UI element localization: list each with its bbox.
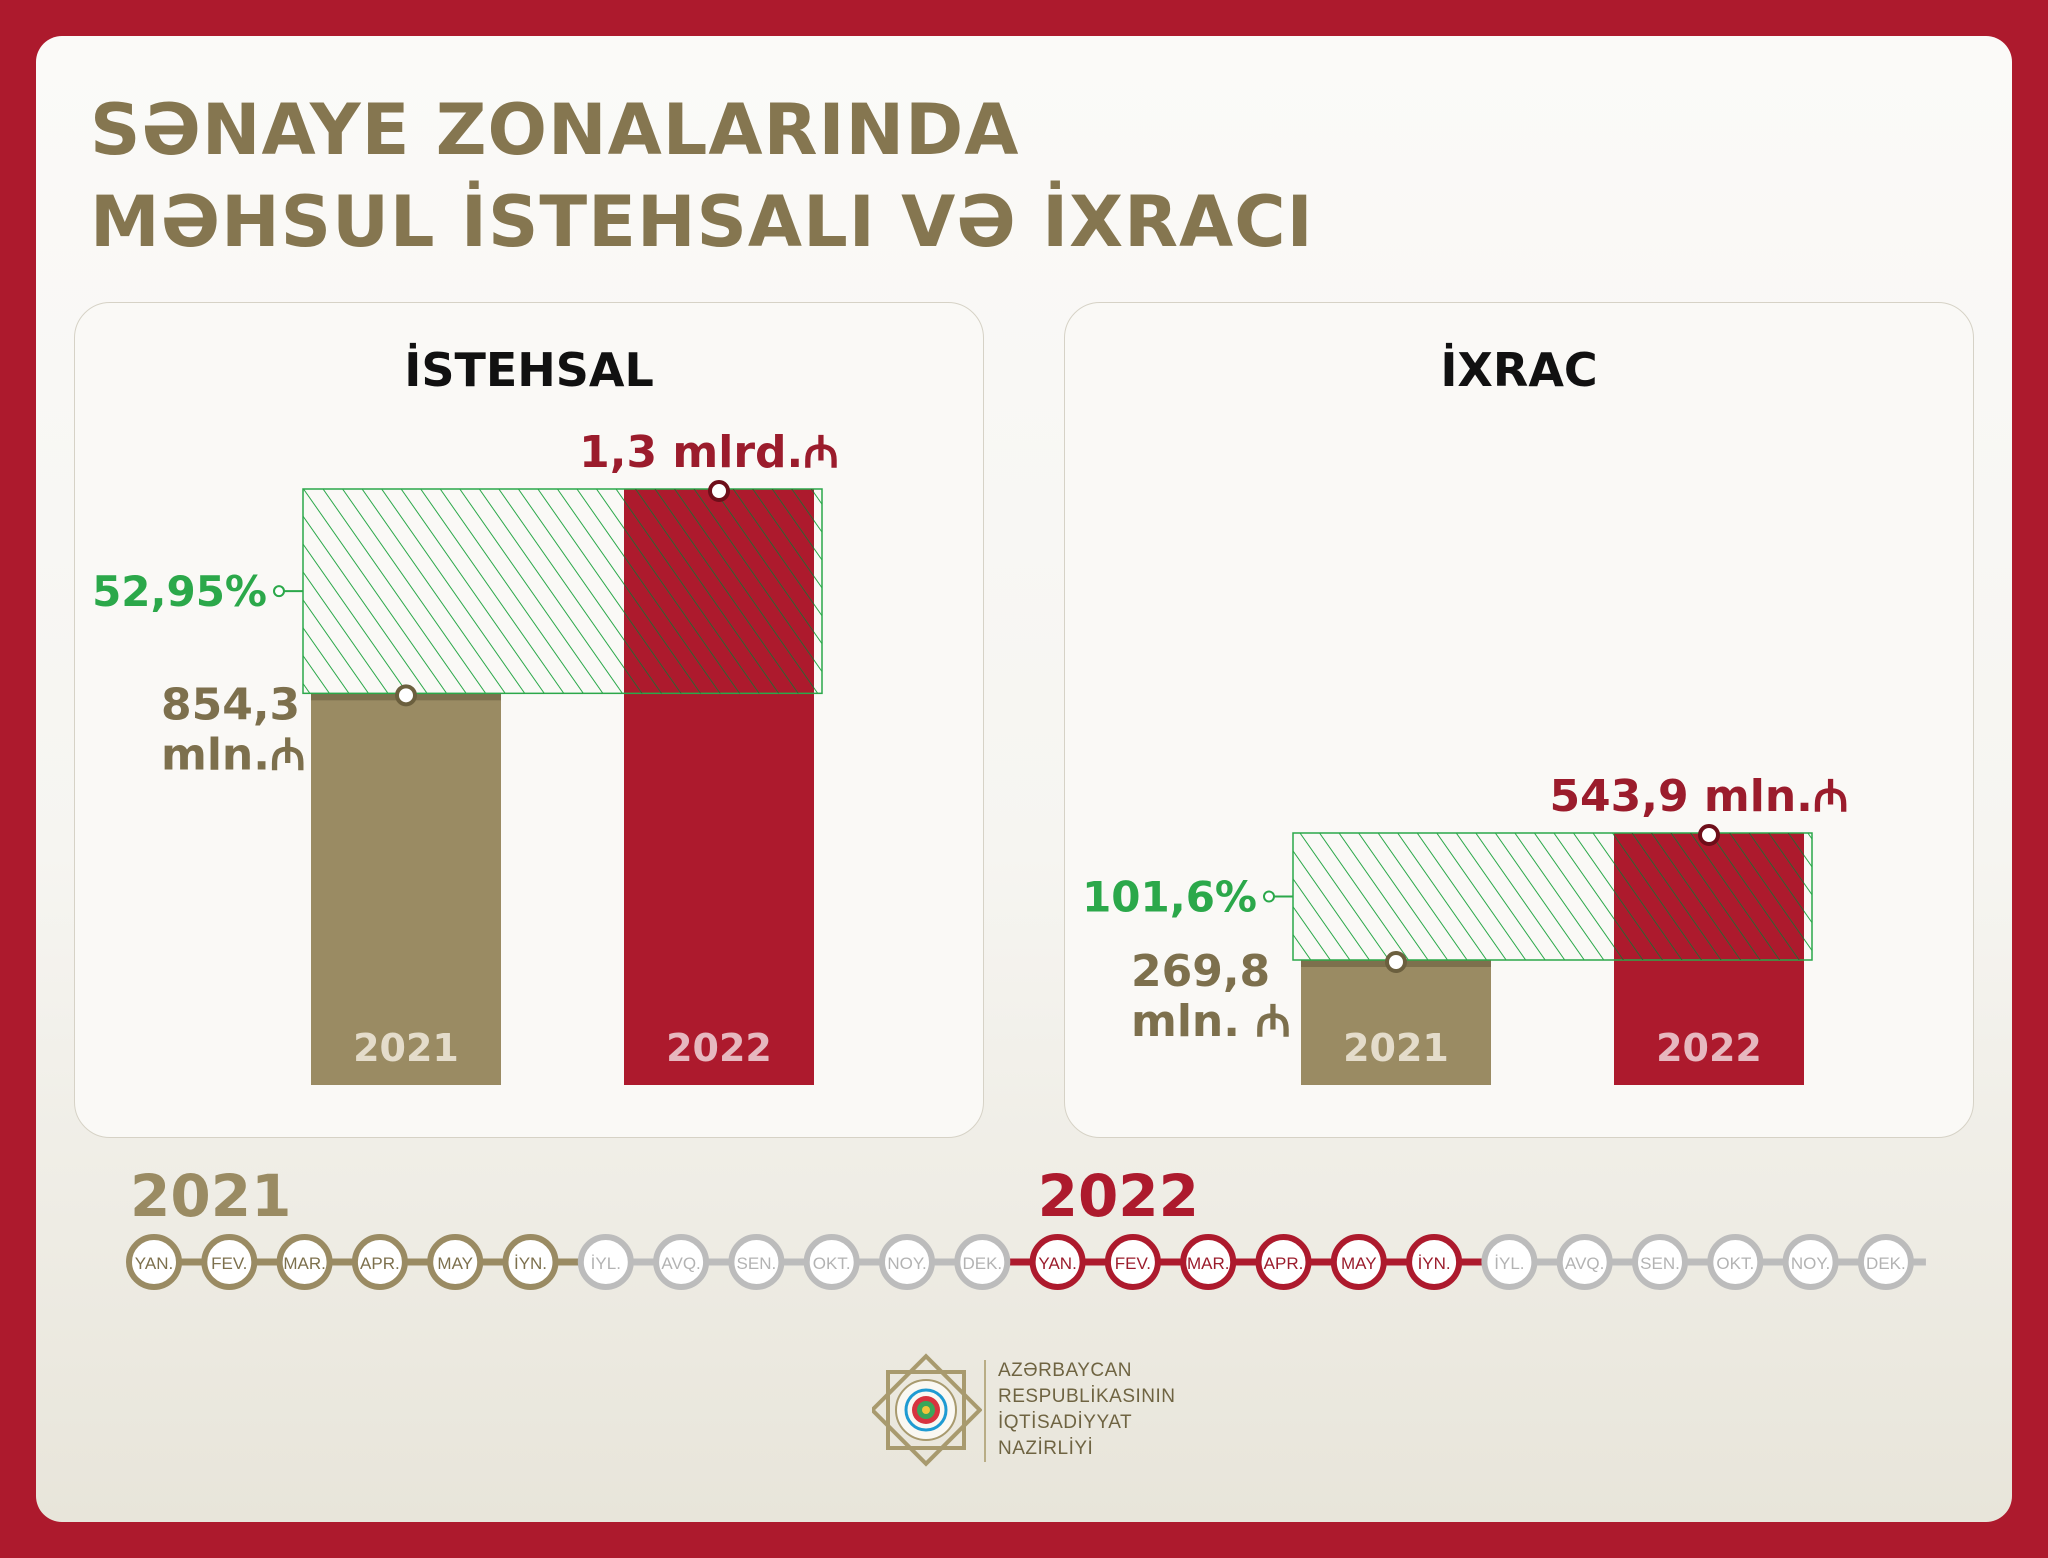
timeline-month-node [1255, 1234, 1312, 1290]
timeline-month-label: İYN. [514, 1254, 547, 1273]
timeline-month-label: NOY. [1791, 1254, 1830, 1273]
timeline-month-node [351, 1234, 408, 1290]
timeline-month-node [1104, 1234, 1161, 1290]
production-chart-title: İSTEHSAL [404, 343, 654, 397]
timeline-month-label: AVQ. [661, 1254, 700, 1273]
timeline-month-node [1481, 1234, 1538, 1290]
timeline-month-label: MAY [437, 1254, 473, 1273]
timeline-year-label: 2021 [130, 1162, 291, 1230]
month-timeline: YAN. FEV. MAR. APR. MAY İYN. İYL. AVQ. SEN. OKT. N… [126, 1162, 1926, 1290]
timeline-month-label: SEN. [1640, 1254, 1680, 1273]
value-label-2021: mln.₼ [161, 729, 306, 780]
timeline-month-label: İYN. [1418, 1254, 1451, 1273]
timeline-month-node [1330, 1234, 1387, 1290]
timeline-month-label: MAR. [283, 1254, 326, 1273]
timeline-month-node [1029, 1234, 1086, 1290]
timeline-month-label: NOY. [887, 1254, 926, 1273]
timeline-month-label: YAN. [135, 1254, 173, 1273]
title-line-2: MƏHSUL İSTEHSALI VƏ İXRACI [90, 181, 1314, 263]
timeline-month-label: APR. [1264, 1254, 1304, 1273]
bar-2021 [311, 693, 501, 1085]
timeline-month-label: FEV. [1115, 1254, 1151, 1273]
timeline-month-label: MAR. [1187, 1254, 1230, 1273]
timeline-month-node [1632, 1234, 1688, 1290]
bar-2021 [1301, 959, 1491, 1085]
ministry-name: AZƏRBAYCAN RESPUBLİKASININ İQTİSADİYYAT … [998, 1358, 1176, 1462]
growth-hatch-overlay [1614, 833, 1804, 960]
ministry-line-1: AZƏRBAYCAN [998, 1360, 1133, 1381]
timeline-month-node [653, 1234, 710, 1290]
timeline-month-label: DEK. [1866, 1254, 1906, 1273]
timeline-month-label: DEK. [962, 1254, 1002, 1273]
timeline-month-node [803, 1234, 860, 1290]
timeline-month-node [126, 1234, 182, 1290]
ministry-line-3: İQTİSADİYYAT [998, 1412, 1133, 1433]
bar-year-label: 2021 [353, 1026, 459, 1070]
bar-year-label: 2022 [1656, 1026, 1762, 1070]
marker-2022 [1698, 824, 1720, 846]
timeline-month-label: AVQ. [1565, 1254, 1604, 1273]
timeline-month-node [577, 1234, 634, 1290]
growth-percent-label: 52,95% [92, 567, 267, 616]
timeline-month-label: İYL. [591, 1254, 621, 1273]
ministry-line-2: RESPUBLİKASININ [998, 1386, 1176, 1407]
timeline-month-label: İYL. [1494, 1254, 1524, 1273]
growth-hatch-overlay [624, 489, 814, 694]
ministry-footer: AZƏRBAYCAN RESPUBLİKASININ İQTİSADİYYAT … [872, 1346, 1192, 1476]
export-chart-title: İXRAC [1440, 343, 1598, 397]
timeline-month-node [954, 1234, 1011, 1290]
timeline-month-node [879, 1234, 935, 1290]
infographic-card: SƏNAYE ZONALARINDA MƏHSUL İSTEHSALI VƏ İ… [36, 36, 2012, 1522]
timeline-month-label: YAN. [1038, 1254, 1076, 1273]
timeline-month-label: MAY [1341, 1254, 1377, 1273]
bar-year-label: 2022 [666, 1026, 772, 1070]
timeline-month-node [201, 1234, 258, 1290]
timeline-month-node [276, 1234, 333, 1290]
export-chart-panel: İXRAC 2021 2022 543,9 mln.₼ 269,8 mln. ₼ 101,… [1064, 302, 1974, 1138]
timeline-month-node [1406, 1234, 1463, 1290]
timeline-month-label: SEN. [737, 1254, 777, 1273]
value-label-2021: 269,8 [1131, 946, 1270, 997]
timeline-month-label: FEV. [211, 1254, 247, 1273]
timeline-month-node [1556, 1234, 1613, 1290]
value-label-2022: 1,3 mlrd.₼ [579, 427, 839, 478]
timeline-month-node [1707, 1234, 1764, 1290]
title-line-1: SƏNAYE ZONALARINDA [90, 89, 1020, 171]
timeline-month-node [427, 1234, 484, 1290]
timeline-month-label: OKT. [1716, 1254, 1754, 1273]
bar-year-label: 2021 [1343, 1026, 1449, 1070]
ministry-line-4: NAZİRLİYİ [998, 1438, 1094, 1459]
value-label-2021: 854,3 [161, 679, 300, 730]
marker-2022 [708, 480, 730, 502]
timeline-month-label: OKT. [813, 1254, 851, 1273]
value-label-2022: 543,9 mln.₼ [1549, 771, 1848, 822]
page-title: SƏNAYE ZONALARINDA MƏHSUL İSTEHSALI VƏ İ… [90, 84, 1314, 268]
timeline-month-node [1180, 1234, 1237, 1290]
growth-percent-label: 101,6% [1082, 872, 1257, 921]
production-chart-panel: İSTEHSAL 2021 2022 1,3 mlrd.₼ 854,3 mln.₼ 52,… [74, 302, 984, 1138]
value-label-2021: mln. ₼ [1131, 996, 1291, 1047]
timeline-month-node [1782, 1234, 1839, 1290]
marker-2021 [395, 684, 417, 707]
timeline-month-label: APR. [360, 1254, 400, 1273]
marker-2021 [1385, 950, 1407, 973]
ministry-emblem-icon [872, 1353, 982, 1467]
timeline-year-label: 2022 [1038, 1162, 1199, 1230]
footer-divider [984, 1360, 986, 1462]
timeline-month-node [1857, 1234, 1914, 1290]
timeline-month-node [728, 1234, 785, 1290]
timeline-month-node [502, 1234, 559, 1290]
